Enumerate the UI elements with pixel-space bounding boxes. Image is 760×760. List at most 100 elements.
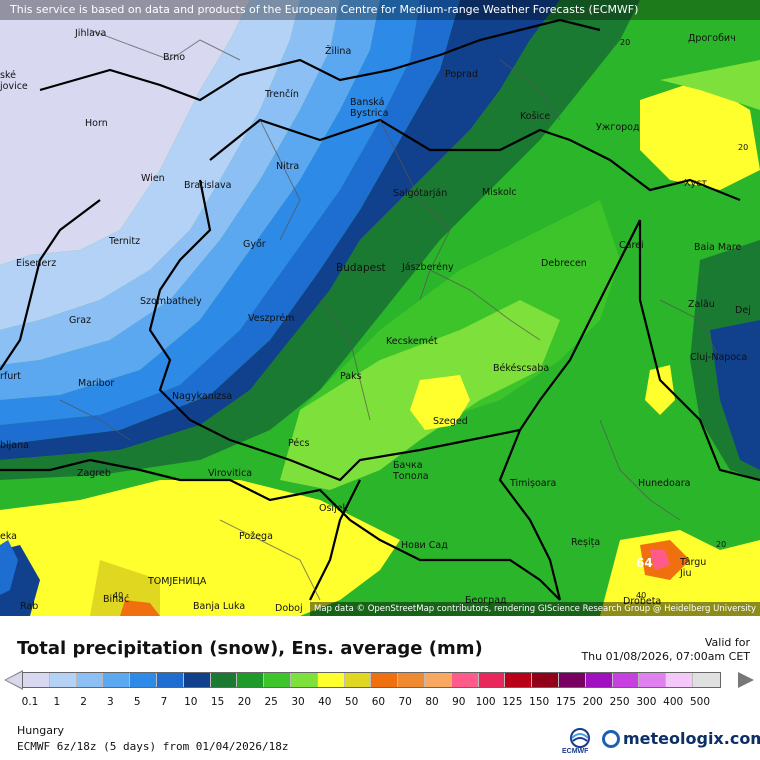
- city-label: Kecskemét: [386, 336, 438, 347]
- scale-segment: [505, 673, 533, 687]
- city-label: Graz: [69, 315, 92, 326]
- scale-segment: [344, 673, 372, 687]
- scale-tick-label: 100: [475, 696, 496, 708]
- scale-tick-label: 3: [107, 696, 114, 708]
- scale-tick-label: 500: [689, 696, 711, 708]
- city-label: Eisenerz: [16, 258, 57, 269]
- city-label: Jihlava: [75, 28, 107, 39]
- city-label: Bratislava: [184, 180, 232, 191]
- scale-segment: [371, 673, 399, 687]
- city-label: Nitra: [276, 161, 300, 172]
- city-label: Târgu Jiu: [680, 557, 707, 579]
- scale-segment: [290, 673, 318, 687]
- scale-segment: [210, 673, 238, 687]
- scale-under-arrow: [6, 672, 22, 688]
- scale-segment: [183, 673, 211, 687]
- scale-tick-label: 5: [133, 696, 141, 708]
- scale-bar: [22, 672, 721, 688]
- map-value-label: 20: [620, 38, 631, 47]
- scale-segment: [692, 673, 720, 687]
- city-label: Szombathely: [140, 296, 202, 307]
- city-label: Bihać: [103, 594, 130, 605]
- scale-tick-label: 0.1: [21, 696, 39, 708]
- scale-tick-label: 80: [425, 696, 439, 708]
- city-label: Poprad: [445, 69, 478, 80]
- city-label: Veszprém: [248, 313, 295, 324]
- city-label: Timișoara: [510, 478, 557, 489]
- city-label: Zalău: [688, 299, 715, 310]
- scale-segment: [451, 673, 479, 687]
- scale-tick-label: 250: [609, 696, 630, 708]
- city-label: Jászberény: [402, 262, 454, 273]
- city-label: Osijek: [319, 503, 349, 514]
- city-label: Wien: [141, 173, 165, 184]
- legend-panel: Total precipitation (snow), Ens. average…: [0, 616, 760, 760]
- scale-segment: [49, 673, 77, 687]
- scale-tick-label: 200: [582, 696, 603, 708]
- scale-segment: [130, 673, 157, 687]
- scale-segment: [23, 673, 50, 687]
- city-label: bljana: [0, 440, 29, 451]
- scale-tick-label: 30: [291, 696, 305, 708]
- city-label: Trenčín: [265, 89, 299, 100]
- region-name: Hungary: [17, 724, 64, 737]
- meteologix-logo[interactable]: meteologix.com: [602, 729, 760, 748]
- scale-segment: [639, 673, 667, 687]
- city-label: Doboj: [275, 603, 303, 614]
- city-label: Nagykanizsa: [172, 391, 233, 402]
- city-label: Београд: [465, 595, 507, 606]
- city-label: Szeged: [433, 416, 468, 427]
- scale-tick-label: 70: [398, 696, 412, 708]
- scale-segment: [612, 673, 640, 687]
- scale-segment: [532, 673, 559, 687]
- city-label: Požega: [239, 531, 273, 542]
- map-attribution: Map data © OpenStreetMap contributors, r…: [310, 602, 760, 616]
- scale-segment: [317, 673, 345, 687]
- city-label: Drobeta: [623, 596, 662, 607]
- city-label: Košice: [520, 111, 551, 122]
- city-label: Hunedoara: [638, 478, 691, 489]
- scale-segment: [424, 673, 452, 687]
- scale-tick-label: 40: [318, 696, 332, 708]
- map-value-label: 40: [636, 591, 647, 600]
- scale-segment: [156, 673, 184, 687]
- city-label: Maribor: [78, 378, 115, 389]
- city-label: Horn: [85, 118, 108, 129]
- city-label: Carei: [619, 240, 644, 251]
- scale-ticks: 0.1 1 2 3 5 7 10 15 20 25 30 40 50 60 70 80 90 100 125 150 1…: [6, 696, 758, 710]
- scale-segment: [666, 673, 693, 687]
- scale-tick-label: 400: [663, 696, 684, 708]
- city-label: Banská Bystrica: [350, 97, 389, 119]
- scale-tick-label: 2: [80, 696, 87, 708]
- scale-tick-label: 90: [452, 696, 466, 708]
- map-value-label: 40: [113, 591, 124, 600]
- city-label: ské jovice: [0, 70, 28, 92]
- map-title: Total precipitation (snow), Ens. average…: [17, 638, 483, 659]
- scale-tick-label: 25: [264, 696, 278, 708]
- city-label: Miskolc: [482, 187, 517, 198]
- city-label: Salgótarján: [393, 188, 448, 199]
- city-label: Ужгород: [596, 122, 640, 133]
- scale-segment: [103, 673, 131, 687]
- scale-segment: [558, 673, 586, 687]
- city-label: Paks: [340, 371, 362, 382]
- scale-tick-label: 150: [529, 696, 550, 708]
- city-label: Reșița: [571, 537, 601, 548]
- city-label: Zagreb: [77, 468, 111, 479]
- ecmwf-label: ECMWF: [562, 748, 589, 755]
- city-label: Virovitica: [208, 468, 253, 479]
- city-label: Budapest: [336, 262, 386, 274]
- city-label: Győr: [243, 239, 266, 250]
- scale-tick-label: 20: [237, 696, 252, 708]
- scale-tick-label: 50: [344, 696, 359, 708]
- ecmwf-logo-icon: [570, 728, 590, 748]
- scale-segment: [585, 673, 613, 687]
- city-label: rfurt: [0, 371, 21, 382]
- valid-label: Valid for: [704, 636, 750, 649]
- city-label: Бачка Топола: [393, 460, 429, 482]
- scale-tick-label: 60: [371, 696, 386, 708]
- city-label: Нови Сад: [401, 540, 448, 551]
- model-run: ECMWF 6z/18z (5 days) from 01/04/2026/18…: [17, 740, 289, 753]
- city-label: Žilina: [325, 46, 352, 57]
- map-value-label: 20: [738, 143, 749, 152]
